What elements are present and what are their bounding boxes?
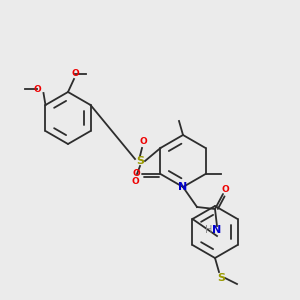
Text: S: S — [136, 156, 144, 166]
Text: O: O — [71, 70, 79, 79]
Text: O: O — [139, 136, 147, 146]
Text: S: S — [217, 273, 225, 283]
Text: O: O — [34, 85, 41, 94]
Text: N: N — [212, 225, 222, 235]
Text: H: H — [205, 225, 213, 235]
Text: O: O — [221, 184, 229, 194]
Text: O: O — [133, 169, 140, 178]
Text: N: N — [178, 182, 188, 192]
Text: O: O — [131, 176, 139, 185]
